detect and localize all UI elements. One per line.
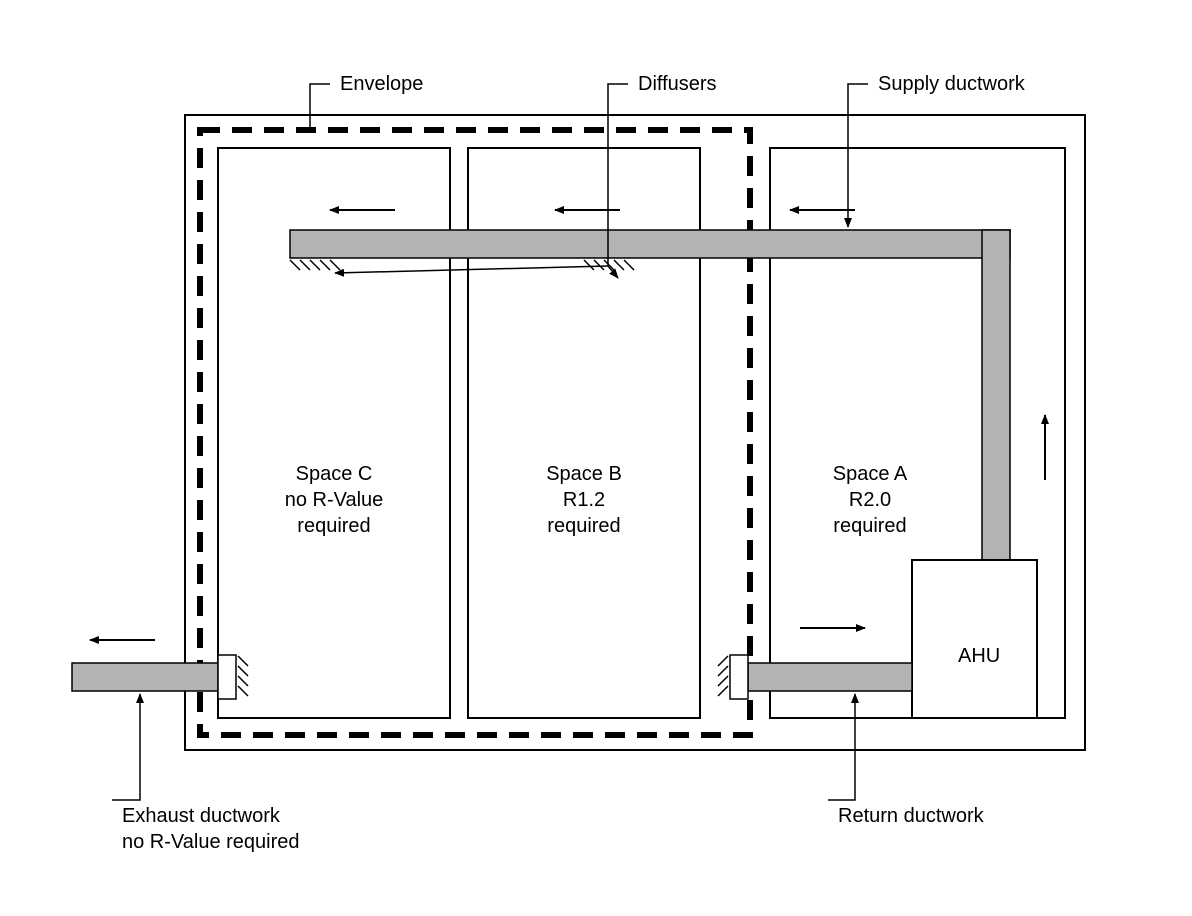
svg-text:Diffusers: Diffusers [638,73,717,95]
exhaust-hatch-icon [238,656,248,696]
ahu-unit [912,560,1037,718]
svg-text:R2.0: R2.0 [849,489,891,511]
hvac-duct-diagram: AHU [0,0,1192,916]
svg-text:no R-Value: no R-Value [285,489,384,511]
supply-duct-vertical [982,230,1010,560]
svg-text:no R-Value required: no R-Value required [122,831,300,853]
diffuser-b-icon [584,260,634,270]
svg-text:Supply ductwork: Supply ductwork [878,73,1026,95]
svg-text:Space C: Space C [296,463,373,485]
svg-text:Space B: Space B [546,463,622,485]
svg-text:required: required [833,515,906,537]
supply-duct-horizontal [290,230,1010,258]
svg-text:Space A: Space A [833,463,908,485]
exhaust-grille [218,655,236,699]
svg-text:Return ductwork: Return ductwork [838,805,985,827]
return-grille [730,655,748,699]
ahu-label: AHU [958,645,1000,667]
diffuser-c-icon [290,260,340,270]
callout-envelope: Envelope [310,73,423,128]
return-hatch-icon [718,656,728,696]
space-a-label: Space A R2.0 required [833,463,908,537]
svg-text:required: required [547,515,620,537]
svg-text:required: required [297,515,370,537]
svg-text:Envelope: Envelope [340,73,423,95]
envelope-boundary [200,130,750,735]
svg-text:Exhaust ductwork: Exhaust ductwork [122,805,281,827]
space-b-label: Space B R1.2 required [546,463,622,537]
return-duct [748,663,912,691]
svg-text:R1.2: R1.2 [563,489,605,511]
callout-supply: Supply ductwork [848,73,1026,227]
space-c-label: Space C no R-Value required [285,463,384,537]
exhaust-duct [72,663,218,691]
